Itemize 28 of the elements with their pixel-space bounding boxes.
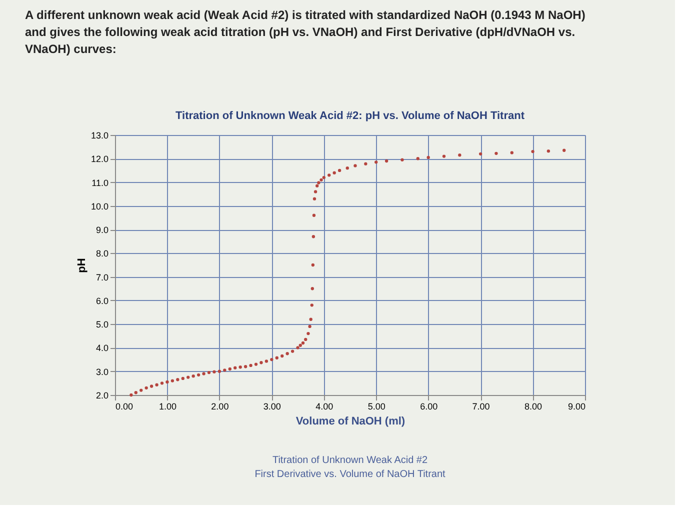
y-tick-label: 5.0 bbox=[96, 320, 108, 330]
y-tick-label: 12.0 bbox=[90, 154, 108, 164]
x-tick-label: 0.00 bbox=[116, 402, 134, 412]
y-tick-label: 9.0 bbox=[96, 225, 108, 236]
x-tick-label: 7.00 bbox=[472, 402, 490, 412]
y-tick-label: 8.0 bbox=[96, 248, 108, 259]
chart-title: Titration of Unknown Weak Acid #2: pH vs. Volume of NaOH Titrant bbox=[176, 110, 525, 122]
x-tick-label: 5.00 bbox=[368, 402, 386, 412]
x-tick-label: 3.00 bbox=[263, 402, 281, 412]
text: Titration of Unknown Weak Acid #2 bbox=[272, 455, 428, 466]
x-tick-label: 1.00 bbox=[158, 402, 176, 412]
y-tick-label: 10.0 bbox=[90, 201, 108, 212]
y-tick-label: 11.0 bbox=[92, 178, 108, 188]
x-tick-label: 9.00 bbox=[568, 402, 586, 412]
x-tick-label: 6.00 bbox=[420, 402, 438, 412]
y-tick-label: 3.0 bbox=[96, 366, 108, 377]
y-axis-title: pH bbox=[76, 258, 88, 273]
x-tick-label: 4.00 bbox=[316, 402, 334, 412]
x-tick-label: 8.00 bbox=[524, 402, 542, 412]
x-tick-label: 2.00 bbox=[211, 402, 229, 412]
y-tick-label: 7.0 bbox=[96, 272, 108, 282]
y-tick-label: 2.0 bbox=[96, 390, 108, 400]
y-tick-label: 13.0 bbox=[90, 130, 108, 140]
y-tick-label: 6.0 bbox=[96, 296, 108, 306]
y-tick-label: 4.0 bbox=[96, 343, 108, 354]
x-axis-title: Volume of NaOH (ml) bbox=[296, 416, 406, 428]
text: A different unknown weak acid (Weak Acid #2) is titrated with standardized NaOH (0.1943 M NaOH) and gives the following weak acid titration (pH vs. VNaOH) and First Derivative (dpH/dVNaOH vs. VNaOH) curves: bbox=[25, 8, 586, 56]
text: First Derivative vs. Volume of NaOH Titrant bbox=[254, 469, 446, 480]
